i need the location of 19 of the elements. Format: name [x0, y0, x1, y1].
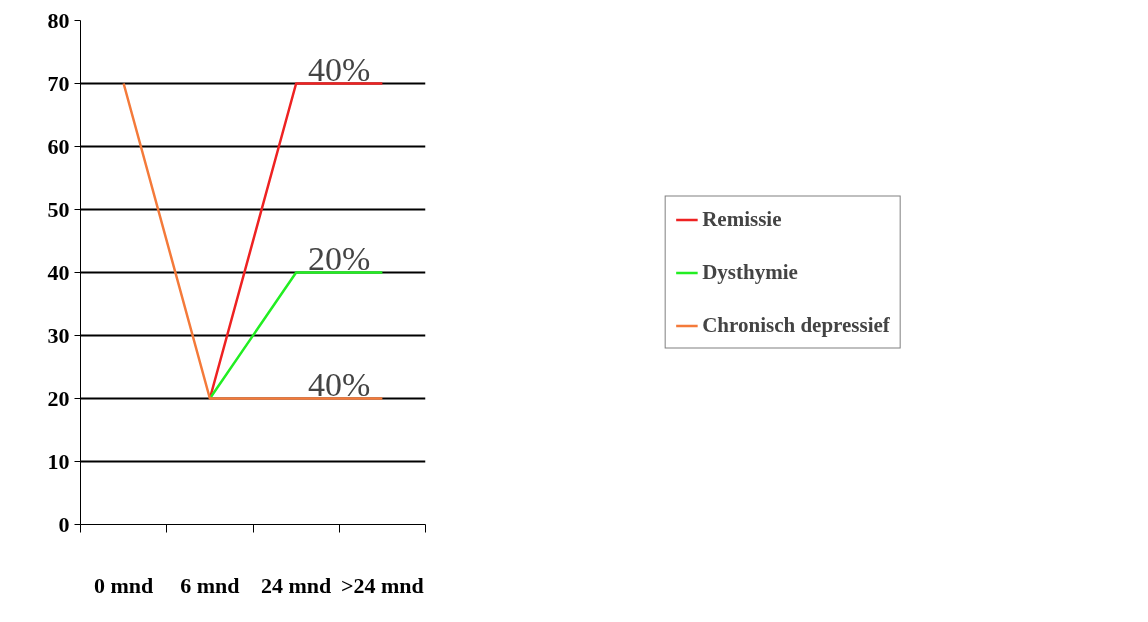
y-tick-label: 10: [47, 448, 70, 474]
legend-label: Remissie: [702, 206, 782, 232]
annotation: 40%: [308, 365, 371, 403]
x-tick-label: 6 mnd: [180, 572, 240, 598]
x-tick-label: 0 mnd: [93, 572, 154, 598]
y-tick-label: 60: [47, 133, 70, 159]
y-tick-label: 50: [47, 196, 70, 222]
x-tick-label: 24 mnd: [260, 572, 332, 598]
y-tick-label: 40: [47, 259, 70, 285]
y-tick-label: 80: [47, 7, 70, 33]
y-tick-label: 30: [47, 322, 70, 348]
legend-label: Chronisch depressief: [702, 312, 890, 338]
y-tick-label: 0: [58, 511, 70, 537]
annotation: 20%: [308, 239, 371, 277]
x-tick-label: >24 mnd: [340, 572, 424, 598]
y-tick-label: 20: [47, 385, 70, 411]
y-tick-label: 70: [47, 70, 70, 96]
legend-label: Dysthymie: [702, 259, 798, 285]
annotation: 40%: [308, 50, 371, 88]
